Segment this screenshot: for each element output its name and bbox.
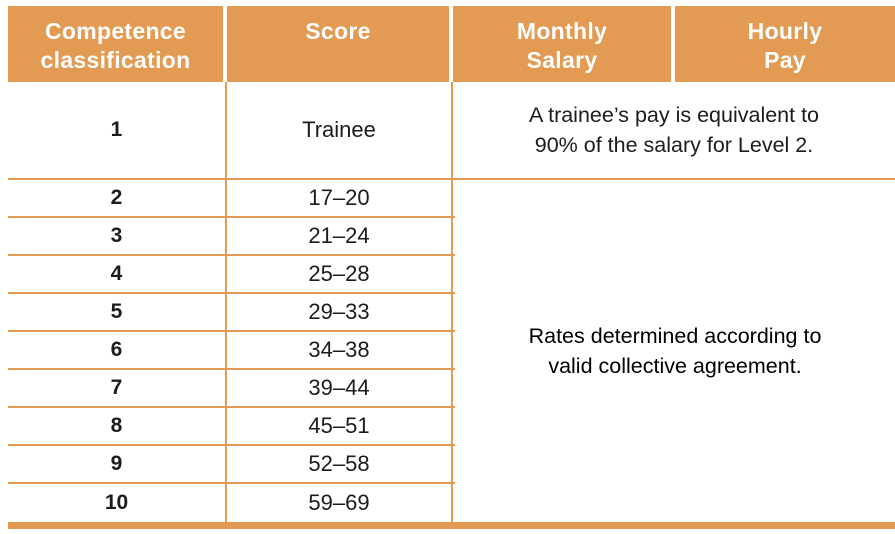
trainee-row: 1 Trainee A trainee’s pay is equivalent … (8, 82, 895, 180)
classification-cell: 7 (8, 370, 227, 406)
table-lower-section: 2 17–20 3 21–24 4 25–28 5 29–33 6 34–38 … (8, 180, 895, 522)
classification-cell: 3 (8, 218, 227, 254)
table-bottom-border (8, 522, 895, 529)
header-hourly-pay: Hourly Pay (675, 6, 895, 82)
pay-scale-table: Competence classification Score Monthly … (8, 6, 895, 529)
classification-cell: 6 (8, 332, 227, 368)
trainee-score-cell: Trainee (227, 82, 453, 178)
table-header-row: Competence classification Score Monthly … (8, 6, 895, 82)
table-row: 5 29–33 (8, 294, 455, 332)
table-row: 4 25–28 (8, 256, 455, 294)
table-row: 6 34–38 (8, 332, 455, 370)
header-monthly-salary: Monthly Salary (453, 6, 675, 82)
score-rows: 2 17–20 3 21–24 4 25–28 5 29–33 6 34–38 … (8, 180, 455, 522)
table-row: 10 59–69 (8, 484, 455, 522)
score-cell: 17–20 (227, 180, 453, 216)
score-cell: 34–38 (227, 332, 453, 368)
table-row: 3 21–24 (8, 218, 455, 256)
header-score: Score (227, 6, 453, 82)
classification-cell: 8 (8, 408, 227, 444)
score-cell: 25–28 (227, 256, 453, 292)
classification-cell: 4 (8, 256, 227, 292)
table-row: 9 52–58 (8, 446, 455, 484)
score-cell: 39–44 (227, 370, 453, 406)
table-row: 8 45–51 (8, 408, 455, 446)
trainee-classification-cell: 1 (8, 82, 227, 178)
classification-cell: 5 (8, 294, 227, 330)
score-cell: 21–24 (227, 218, 453, 254)
score-cell: 52–58 (227, 446, 453, 482)
table-row: 2 17–20 (8, 180, 455, 218)
score-cell: 29–33 (227, 294, 453, 330)
classification-cell: 10 (8, 484, 227, 522)
rates-note-text: Rates determined according to valid coll… (528, 324, 822, 378)
score-cell: 45–51 (227, 408, 453, 444)
rates-note-cell: Rates determined according to valid coll… (455, 180, 895, 522)
table-row: 7 39–44 (8, 370, 455, 408)
classification-cell: 9 (8, 446, 227, 482)
classification-cell: 2 (8, 180, 227, 216)
score-cell: 59–69 (227, 484, 453, 522)
trainee-note-cell: A trainee’s pay is equivalent to 90% of … (528, 103, 820, 157)
header-competence-classification: Competence classification (8, 6, 227, 82)
